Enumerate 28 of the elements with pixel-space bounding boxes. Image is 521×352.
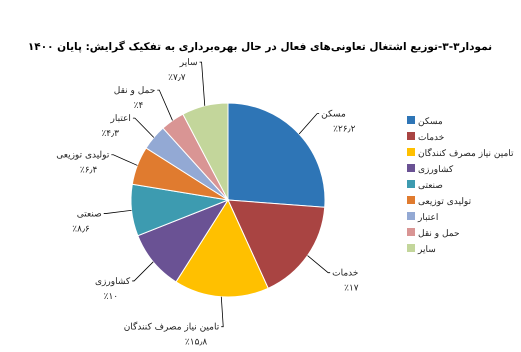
data-label: ٪۴ [134, 101, 144, 112]
slice-label: تامین نیاز مصرف کنندگان [124, 320, 220, 333]
legend-label: کشاورزی [418, 165, 454, 175]
legend-label: تولیدی توزیعی [418, 197, 472, 207]
slice-label: مسکن [321, 110, 346, 120]
legend-label: اعتبار [417, 213, 438, 223]
data-label: ٪۱۵٫۸ [184, 338, 208, 348]
slice-label: صنعتی [76, 210, 102, 220]
data-label: ٪۱۰ [104, 292, 118, 302]
chart-title: نمودار۳-۳-توزیع اشتغال تعاونی‌های فعال در حال بهره‌برداری به تفکیک گرایش: پایان ۱۴۰۰ [28, 40, 492, 53]
legend-label: حمل و نقل [418, 229, 460, 239]
legend-label: تامین نیاز مصرف کنندگان [418, 147, 514, 159]
legend-label: صنعتی [418, 181, 443, 191]
slice-label: تولیدی توزیعی [56, 150, 110, 161]
slice-label: کشاورزی [95, 276, 131, 287]
legend-label: مسکن [418, 117, 443, 127]
data-label: ٪۱۷ [344, 284, 359, 294]
legend-label: خدمات [418, 133, 444, 143]
slice-label: حمل و نقل [114, 86, 156, 96]
data-label: ٪۷٫۷ [168, 73, 186, 84]
legend-label: سایر [417, 245, 436, 255]
slice-label: اعتبار [110, 114, 131, 124]
data-label: ٪۸٫۶ [72, 224, 90, 235]
slice-label: سایر [178, 58, 198, 68]
slice-label: خدمات [332, 268, 358, 279]
data-label: ٪۲۶٫۲ [333, 124, 356, 135]
data-label: ٪۴٫۳ [101, 129, 120, 140]
data-label: ٪۶٫۴ [80, 166, 98, 176]
